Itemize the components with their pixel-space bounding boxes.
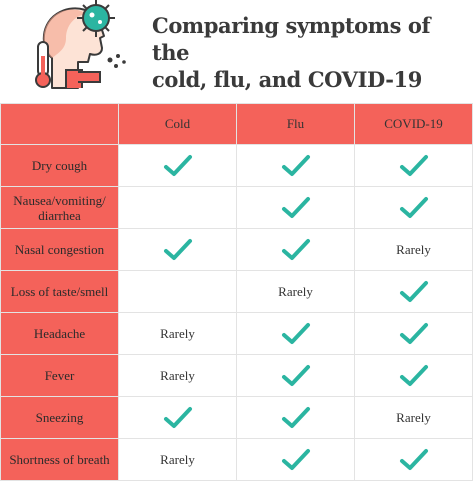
flu-check-icon [236,396,355,439]
table-row: Nausea/vomiting/ diarrhea [0,186,473,229]
sick-person-icon [30,0,140,100]
covid-check-icon [354,312,473,355]
cold-cell: Rarely [118,312,237,355]
check-icon [237,154,354,178]
symptom-label: Headache [0,312,119,355]
cold-cell: Rarely [118,354,237,397]
table-row: Sneezing Rarely [0,396,473,439]
check-icon [237,238,354,262]
covid-check-icon [354,186,473,229]
flu-check-icon [236,186,355,229]
title-line-1: Comparing symptoms of the [152,13,431,65]
check-icon [355,448,472,472]
covid-check-icon [354,144,473,187]
flu-check-icon [236,144,355,187]
symptoms-table: Cold Flu COVID-19 Dry cough Nausea/vomiti… [0,103,473,481]
cold-check-icon [118,396,237,439]
table-row: Shortness of breath Rarely [0,438,473,481]
symptom-label: Dry cough [0,144,119,187]
covid-cell: Rarely [354,228,473,271]
table-header-row: Cold Flu COVID-19 [0,103,473,145]
check-icon [237,322,354,346]
symptom-label: Nausea/vomiting/ diarrhea [0,186,119,229]
flu-cell: Rarely [236,270,355,313]
flu-check-icon [236,438,355,481]
column-header-cold: Cold [118,103,237,145]
column-header-symptom [0,103,119,145]
check-icon [355,154,472,178]
flu-check-icon [236,228,355,271]
column-header-covid: COVID-19 [354,103,473,145]
check-icon [237,364,354,388]
covid-cell: Rarely [354,396,473,439]
symptom-label: Fever [0,354,119,397]
cold-cell [118,270,237,313]
cold-check-icon [118,144,237,187]
check-icon [237,406,354,430]
cold-check-icon [118,228,237,271]
covid-check-icon [354,354,473,397]
cold-cell [118,186,237,229]
table-row: Loss of taste/smell Rarely [0,270,473,313]
flu-check-icon [236,312,355,355]
check-icon [237,196,354,220]
check-icon [355,280,472,304]
check-icon [355,364,472,388]
check-icon [119,406,236,430]
column-header-flu: Flu [236,103,355,145]
table-row: Headache Rarely [0,312,473,355]
table-body: Dry cough Nausea/vomiting/ diarrhea Nasal … [0,144,473,481]
covid-check-icon [354,270,473,313]
symptom-label: Shortness of breath [0,438,119,481]
symptom-label: Nasal congestion [0,228,119,271]
symptom-label: Sneezing [0,396,119,439]
header: Comparing symptoms of the cold, flu, and… [0,0,474,100]
check-icon [119,154,236,178]
table-row: Fever Rarely [0,354,473,397]
page-title: Comparing symptoms of the cold, flu, and… [152,12,467,93]
cold-cell: Rarely [118,438,237,481]
symptom-label: Loss of taste/smell [0,270,119,313]
flu-check-icon [236,354,355,397]
check-icon [119,238,236,262]
check-icon [237,448,354,472]
check-icon [355,196,472,220]
table-row: Nasal congestion Rarely [0,228,473,271]
table-row: Dry cough [0,144,473,187]
covid-check-icon [354,438,473,481]
check-icon [355,322,472,346]
title-line-2: cold, flu, and COVID-19 [152,67,422,92]
